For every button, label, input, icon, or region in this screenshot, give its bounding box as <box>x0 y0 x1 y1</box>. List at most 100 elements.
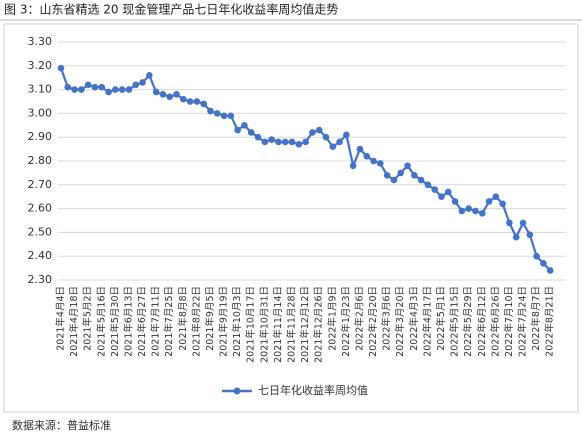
point <box>105 88 112 96</box>
x-tick-label: 2021年5月2日 <box>82 286 94 351</box>
point <box>546 267 554 274</box>
y-tick-label: 2.50 <box>28 225 53 238</box>
point <box>200 100 207 108</box>
y-tick-label: 3.20 <box>28 59 53 72</box>
point <box>390 176 398 184</box>
point <box>451 198 459 205</box>
point <box>363 152 371 160</box>
x-tick-label: 2021年9月19日 <box>218 286 230 357</box>
point <box>506 219 513 227</box>
point <box>275 138 282 146</box>
x-tick-label: 2022年4月3日 <box>408 286 420 351</box>
point <box>465 205 472 212</box>
point <box>472 207 479 215</box>
point <box>315 126 323 134</box>
point <box>207 107 214 115</box>
point <box>540 260 547 267</box>
point <box>478 210 486 217</box>
point <box>98 83 106 91</box>
point <box>71 86 78 93</box>
chart-title: 图 3：山东省精选 20 现金管理产品七日年化收益率周均值走势 <box>4 2 338 17</box>
point <box>234 126 241 134</box>
point <box>424 181 432 189</box>
point <box>309 129 316 136</box>
point <box>220 112 228 120</box>
point <box>458 207 466 215</box>
y-tick-label: 2.60 <box>28 202 53 215</box>
legend-marker <box>233 387 241 395</box>
x-tick-label: 2022年7月10日 <box>503 286 515 357</box>
y-tick-label: 2.30 <box>28 273 53 286</box>
point <box>146 72 153 79</box>
x-tick-label: 2022年5月29日 <box>462 286 474 357</box>
point <box>254 133 262 141</box>
point <box>485 198 493 205</box>
x-tick-label: 2022年6月26日 <box>489 286 501 357</box>
frame <box>3 23 579 413</box>
point <box>356 145 364 153</box>
y-tick-label: 3.00 <box>28 106 53 119</box>
x-tick-label: 2022年3月20日 <box>394 286 406 357</box>
x-tick-label: 2021年7月11日 <box>150 286 162 357</box>
point <box>512 233 520 241</box>
point <box>343 131 350 139</box>
y-tick-label: 2.80 <box>28 154 53 167</box>
x-tick-label: 2022年6月12日 <box>476 286 488 357</box>
y-tick-label: 2.40 <box>28 249 53 262</box>
point <box>383 171 391 179</box>
x-tick-label: 2021年12月12日 <box>299 286 311 363</box>
point <box>173 91 180 98</box>
point <box>112 86 119 93</box>
point <box>519 219 527 227</box>
x-tick-label: 2022年8月7日 <box>530 286 542 351</box>
point <box>336 138 343 146</box>
x-tick-label: 2022年2月6日 <box>353 286 365 351</box>
source-note: 数据来源：普益标准 <box>12 418 111 432</box>
point <box>57 64 65 72</box>
x-tick-label: 2021年4月18日 <box>68 286 80 357</box>
x-tick-label: 2022年8月21日 <box>544 286 556 357</box>
point <box>166 93 174 101</box>
y-tick-label: 2.70 <box>28 178 53 191</box>
point <box>213 110 221 117</box>
point <box>397 169 405 177</box>
x-tick-label: 2022年5月1日 <box>435 286 447 351</box>
point <box>180 95 187 103</box>
point <box>118 86 126 93</box>
point <box>139 79 146 86</box>
point <box>417 176 425 184</box>
point <box>404 162 411 170</box>
x-tick-label: 2022年3月6日 <box>381 286 393 351</box>
point <box>499 200 506 208</box>
x-tick-label: 2021年5月30日 <box>109 286 121 357</box>
y-tick-label: 2.90 <box>28 130 53 143</box>
legend-label: 七日年化收益率周均值 <box>258 383 368 397</box>
point <box>370 157 377 165</box>
point <box>526 231 534 239</box>
point <box>349 162 357 170</box>
x-tick-label: 2022年5月15日 <box>449 286 461 357</box>
point <box>268 136 275 143</box>
point <box>64 83 72 91</box>
point <box>444 188 452 196</box>
x-tick-label: 2021年10月31日 <box>258 286 270 363</box>
x-tick-label: 2022年4月17日 <box>421 286 433 357</box>
x-tick-label: 2021年11月28日 <box>286 286 298 363</box>
point <box>329 143 337 151</box>
x-tick-label: 2021年5月16日 <box>95 286 107 357</box>
point <box>78 86 85 93</box>
x-tick-label: 2021年7月25日 <box>163 286 175 357</box>
x-tick-label: 2021年6月27日 <box>136 286 148 357</box>
point <box>193 98 201 105</box>
point <box>533 252 540 260</box>
point <box>322 133 330 141</box>
x-tick-label: 2021年6月13日 <box>122 286 134 357</box>
point <box>377 160 384 167</box>
point <box>125 86 133 93</box>
x-tick-label: 2021年11月14日 <box>272 286 284 363</box>
point <box>241 122 248 129</box>
point <box>411 171 418 179</box>
point <box>84 81 92 89</box>
y-tick-label: 3.10 <box>28 83 53 96</box>
x-tick-label: 2022年1月9日 <box>326 286 338 351</box>
